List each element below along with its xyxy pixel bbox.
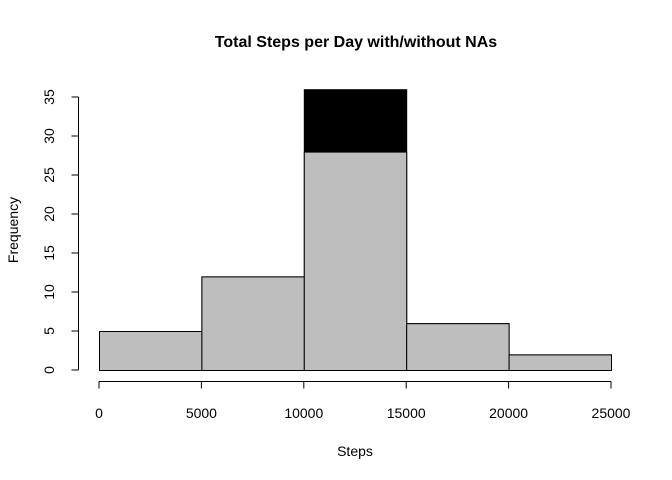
bars-group bbox=[99, 89, 613, 372]
y-axis: 0 5 10 15 20 25 30 35 bbox=[41, 89, 79, 374]
chart-title: Total Steps per Day with/without NAs bbox=[215, 34, 497, 51]
x-tick-label-1: 5000 bbox=[186, 405, 217, 421]
y-axis-label: Frequency bbox=[5, 197, 21, 263]
y-tick-label-6: 30 bbox=[41, 128, 57, 144]
x-tick-label-4: 20000 bbox=[489, 405, 528, 421]
x-axis-label: Steps bbox=[337, 443, 373, 459]
y-tick-label-7: 35 bbox=[41, 89, 57, 105]
bar-series2-bin-3 bbox=[303, 151, 408, 371]
y-tick-label-1: 5 bbox=[41, 327, 57, 335]
y-tick-label-2: 10 bbox=[41, 284, 57, 300]
y-tick-label-4: 20 bbox=[41, 206, 57, 222]
x-tick-label-0: 0 bbox=[95, 405, 103, 421]
y-tick-label-0: 0 bbox=[41, 366, 57, 374]
y-tick-label-5: 25 bbox=[41, 167, 57, 183]
bar-series2-bin-4 bbox=[406, 323, 510, 372]
x-tick-label-3: 15000 bbox=[387, 405, 426, 421]
y-tick-label-3: 15 bbox=[41, 245, 57, 261]
bar-series2-bin-5 bbox=[508, 354, 613, 371]
x-axis: 0 5000 10000 15000 20000 25000 bbox=[95, 381, 631, 421]
bar-series2-bin-2 bbox=[201, 276, 305, 371]
bar-series2-bin-1 bbox=[99, 331, 203, 371]
x-tick-label-5: 25000 bbox=[592, 405, 631, 421]
x-tick-label-2: 10000 bbox=[284, 405, 323, 421]
